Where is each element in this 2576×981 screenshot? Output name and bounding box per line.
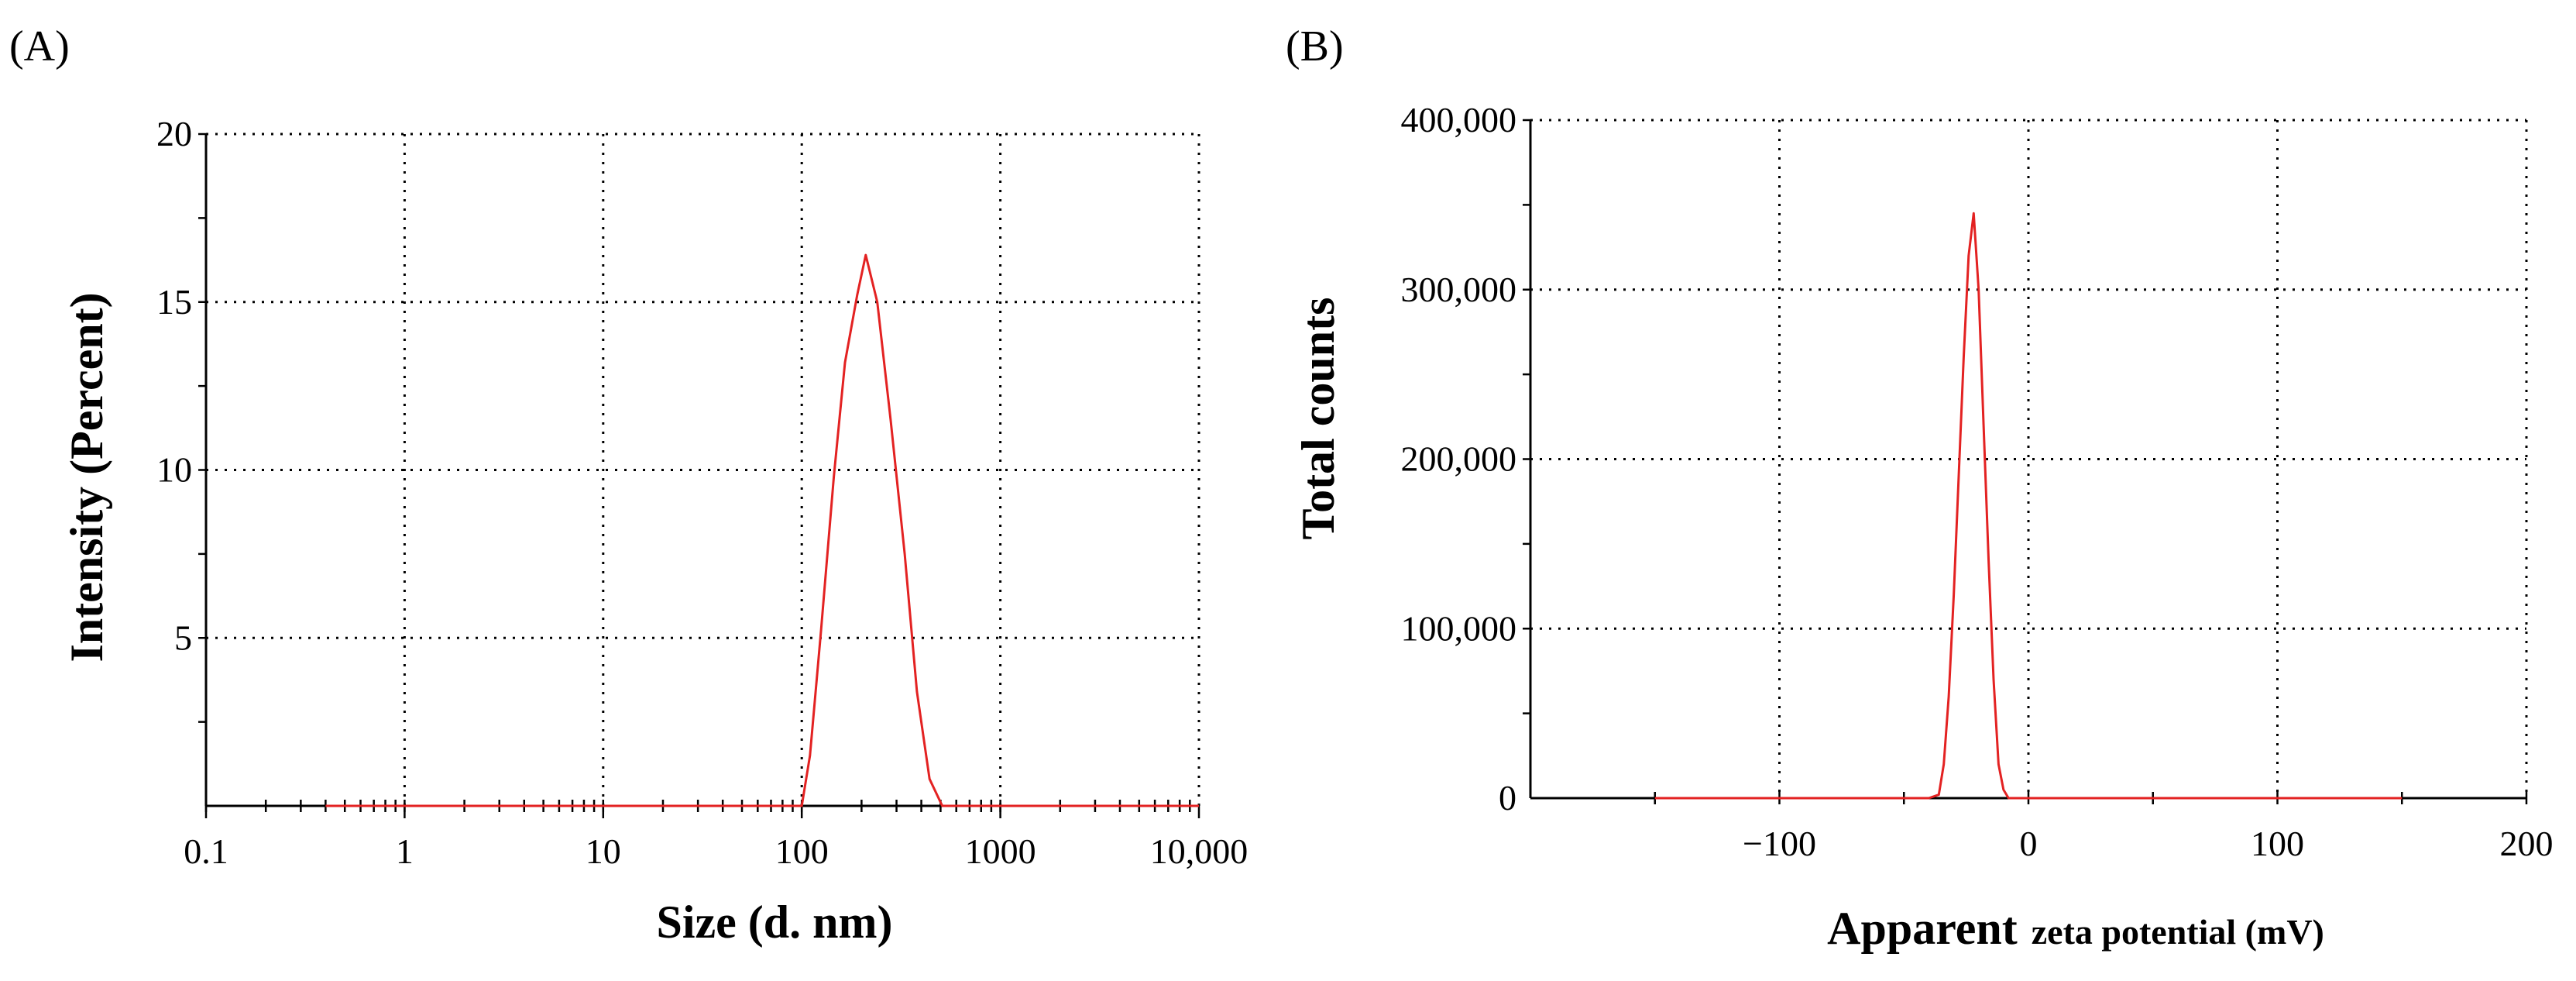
panel-a-grid xyxy=(206,133,1200,806)
panel-b-x-axis-title: Apparent zeta potential (mV) xyxy=(1827,903,2324,954)
panel-b-x-tick-label: 100 xyxy=(2251,824,2304,863)
panel-b-x-tick-label: −100 xyxy=(1743,824,1816,863)
panel-a-y-tick-label: 10 xyxy=(156,450,192,490)
panel-b-x-tick-label: 0 xyxy=(2020,824,2038,863)
panel-a-y-tick-label: 15 xyxy=(156,282,192,322)
panel-b-grid xyxy=(1530,119,2528,798)
panel-b-y-tick-label: 100,000 xyxy=(1401,608,1517,648)
panel-b-x-tick-label: 200 xyxy=(2500,824,2554,863)
panel-b-y-tick-label: 400,000 xyxy=(1401,100,1517,139)
panel-b-series xyxy=(1654,212,2403,800)
panel-b-y-tick-label: 200,000 xyxy=(1401,439,1517,479)
panel-a-y-tick-label: 5 xyxy=(174,618,192,657)
panel-a-x-tick-label: 10 xyxy=(586,831,621,871)
panel-a-y-ticks: 5 10 15 20 xyxy=(156,114,206,723)
panel-b-series-line xyxy=(1654,212,2403,800)
panel-a-series-line xyxy=(325,253,1199,807)
panel-a-series xyxy=(325,253,1199,807)
panel-b-y-axis-title: Total counts xyxy=(1293,298,1344,540)
panel-b-x-ticks: −100 0 100 200 xyxy=(1654,792,2554,863)
panel-a-x-axis-title: Size (d. nm) xyxy=(657,897,893,948)
panel-a-x-tick-label: 0.1 xyxy=(184,831,228,871)
panel-b-y-tick-label: 0 xyxy=(1499,778,1516,818)
panel-b: (B) −100 0 100 200 0 100,000 200,000 300,000 40… xyxy=(1286,22,2554,954)
panel-b-y-tick-label: 300,000 xyxy=(1401,270,1517,309)
panel-b-y-ticks: 0 100,000 200,000 300,000 400,000 xyxy=(1401,100,1530,818)
panel-a-label: (A) xyxy=(9,22,70,71)
panel-b-label: (B) xyxy=(1286,22,1344,71)
panel-a-y-tick-label: 20 xyxy=(156,114,192,153)
panel-a-y-axis-title: Intensity (Percent) xyxy=(61,292,112,662)
panel-a-x-tick-label: 1 xyxy=(396,831,414,871)
panel-b-x-axis-title-sub: zeta potential (mV) xyxy=(2032,912,2324,952)
panel-b-x-axis-title-main: Apparent xyxy=(1827,903,2018,954)
panel-a-x-tick-label: 100 xyxy=(775,831,829,871)
panel-a-x-ticks: 0.1 1 10 100 1000 10,000 xyxy=(184,800,1248,871)
panel-a-x-tick-label: 1000 xyxy=(965,831,1036,871)
panel-a: (A) 0.1 1 10 100 1000 10,000 5 10 15 20 Size (d.… xyxy=(9,22,1248,948)
panel-a-x-tick-label: 10,000 xyxy=(1150,831,1249,871)
